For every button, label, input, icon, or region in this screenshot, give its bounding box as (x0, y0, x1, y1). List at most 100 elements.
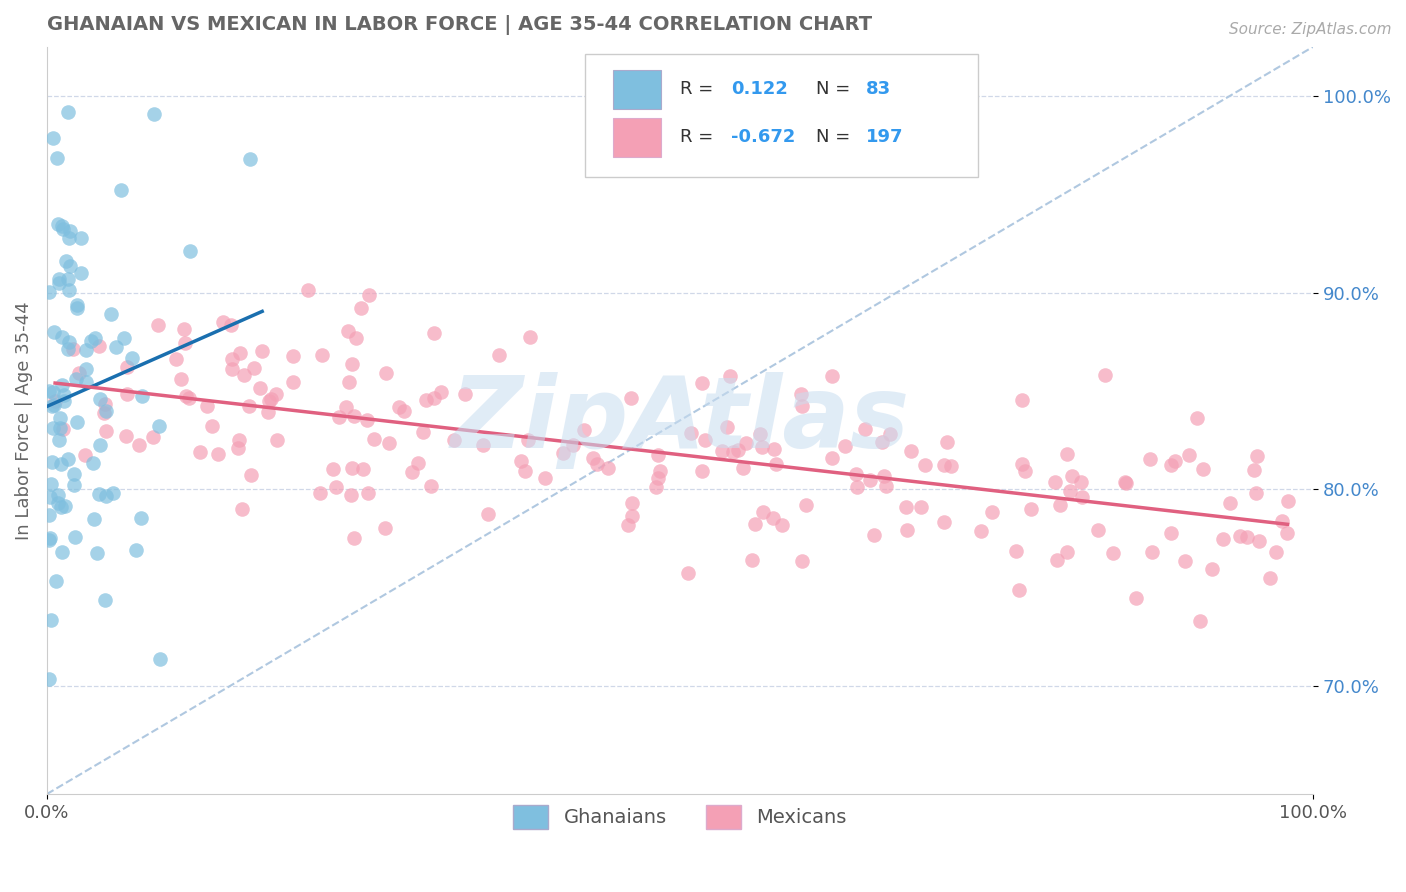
Point (94, 397, 117, 411)
Point (1056, 447, 1078, 461)
Point (65, 530, 87, 544)
Point (56, 272, 79, 286)
FancyBboxPatch shape (585, 54, 977, 178)
Text: N =: N = (815, 128, 849, 146)
Point (859, 473, 882, 487)
Point (55, 499, 77, 513)
Point (621, 496, 644, 510)
Text: -0.672: -0.672 (731, 128, 796, 146)
Point (394, 404, 416, 418)
Point (260, 392, 283, 406)
Point (173, 335, 195, 350)
Point (188, 444, 211, 458)
Point (343, 531, 366, 545)
Point (1011, 393, 1033, 408)
Point (1178, 448, 1201, 462)
Point (821, 368, 844, 383)
Point (219, 318, 242, 332)
Point (789, 387, 811, 401)
Point (52, 422, 75, 436)
FancyBboxPatch shape (613, 70, 661, 109)
Point (894, 500, 917, 515)
Point (212, 315, 235, 329)
Point (1229, 529, 1251, 543)
Point (1071, 490, 1094, 504)
Point (408, 456, 430, 470)
Point (1187, 410, 1209, 425)
Point (517, 433, 540, 447)
Point (42, 131, 65, 145)
Point (146, 318, 169, 333)
Point (388, 400, 411, 414)
Point (86, 546, 108, 560)
Point (48, 272, 70, 286)
Point (1244, 485, 1267, 500)
Point (228, 434, 250, 448)
Point (125, 542, 148, 557)
Point (751, 506, 773, 520)
Text: Source: ZipAtlas.com: Source: ZipAtlas.com (1229, 22, 1392, 37)
Point (48, 276, 70, 290)
Point (115, 359, 138, 374)
Point (488, 348, 510, 362)
Point (328, 410, 350, 425)
Point (38, 533, 60, 547)
Point (56, 342, 79, 356)
Point (574, 423, 596, 437)
Point (1102, 546, 1125, 560)
Point (647, 448, 669, 462)
Point (51, 545, 73, 559)
Point (337, 375, 360, 389)
Point (131, 510, 153, 524)
Point (128, 438, 150, 452)
Point (66, 301, 89, 316)
Point (352, 462, 374, 476)
Point (195, 399, 218, 413)
Point (75, 376, 97, 390)
Point (148, 419, 170, 434)
Point (1163, 454, 1185, 468)
Point (41, 399, 63, 413)
Point (58, 231, 80, 245)
Point (44, 394, 66, 409)
Point (1160, 525, 1182, 540)
Point (1011, 457, 1033, 471)
Point (58, 284, 80, 298)
Point (250, 344, 273, 359)
Point (256, 405, 278, 419)
Point (226, 442, 249, 456)
Point (1094, 368, 1116, 382)
Point (174, 389, 197, 403)
Point (49, 411, 72, 425)
Point (38, 672, 60, 686)
Point (423, 391, 446, 405)
Point (63, 467, 86, 481)
Text: R =: R = (681, 128, 713, 146)
Point (1277, 494, 1299, 508)
Point (62, 342, 84, 356)
Point (900, 444, 922, 458)
Point (179, 244, 201, 258)
Point (744, 516, 766, 531)
Point (761, 511, 783, 525)
Point (1219, 495, 1241, 509)
Point (443, 433, 465, 447)
Point (621, 508, 644, 523)
Point (519, 330, 541, 344)
Point (240, 468, 263, 483)
Point (1201, 561, 1223, 575)
Point (142, 106, 165, 120)
Point (896, 523, 918, 537)
Point (970, 524, 993, 539)
Point (845, 467, 868, 481)
Legend: Ghanaians, Mexicans: Ghanaians, Mexicans (506, 797, 855, 837)
Point (38, 384, 60, 398)
Point (873, 469, 896, 483)
Point (914, 458, 936, 473)
Point (207, 447, 229, 461)
Point (46, 487, 69, 501)
Point (340, 357, 363, 371)
Point (374, 521, 396, 535)
Point (644, 480, 666, 494)
Point (1019, 501, 1042, 516)
